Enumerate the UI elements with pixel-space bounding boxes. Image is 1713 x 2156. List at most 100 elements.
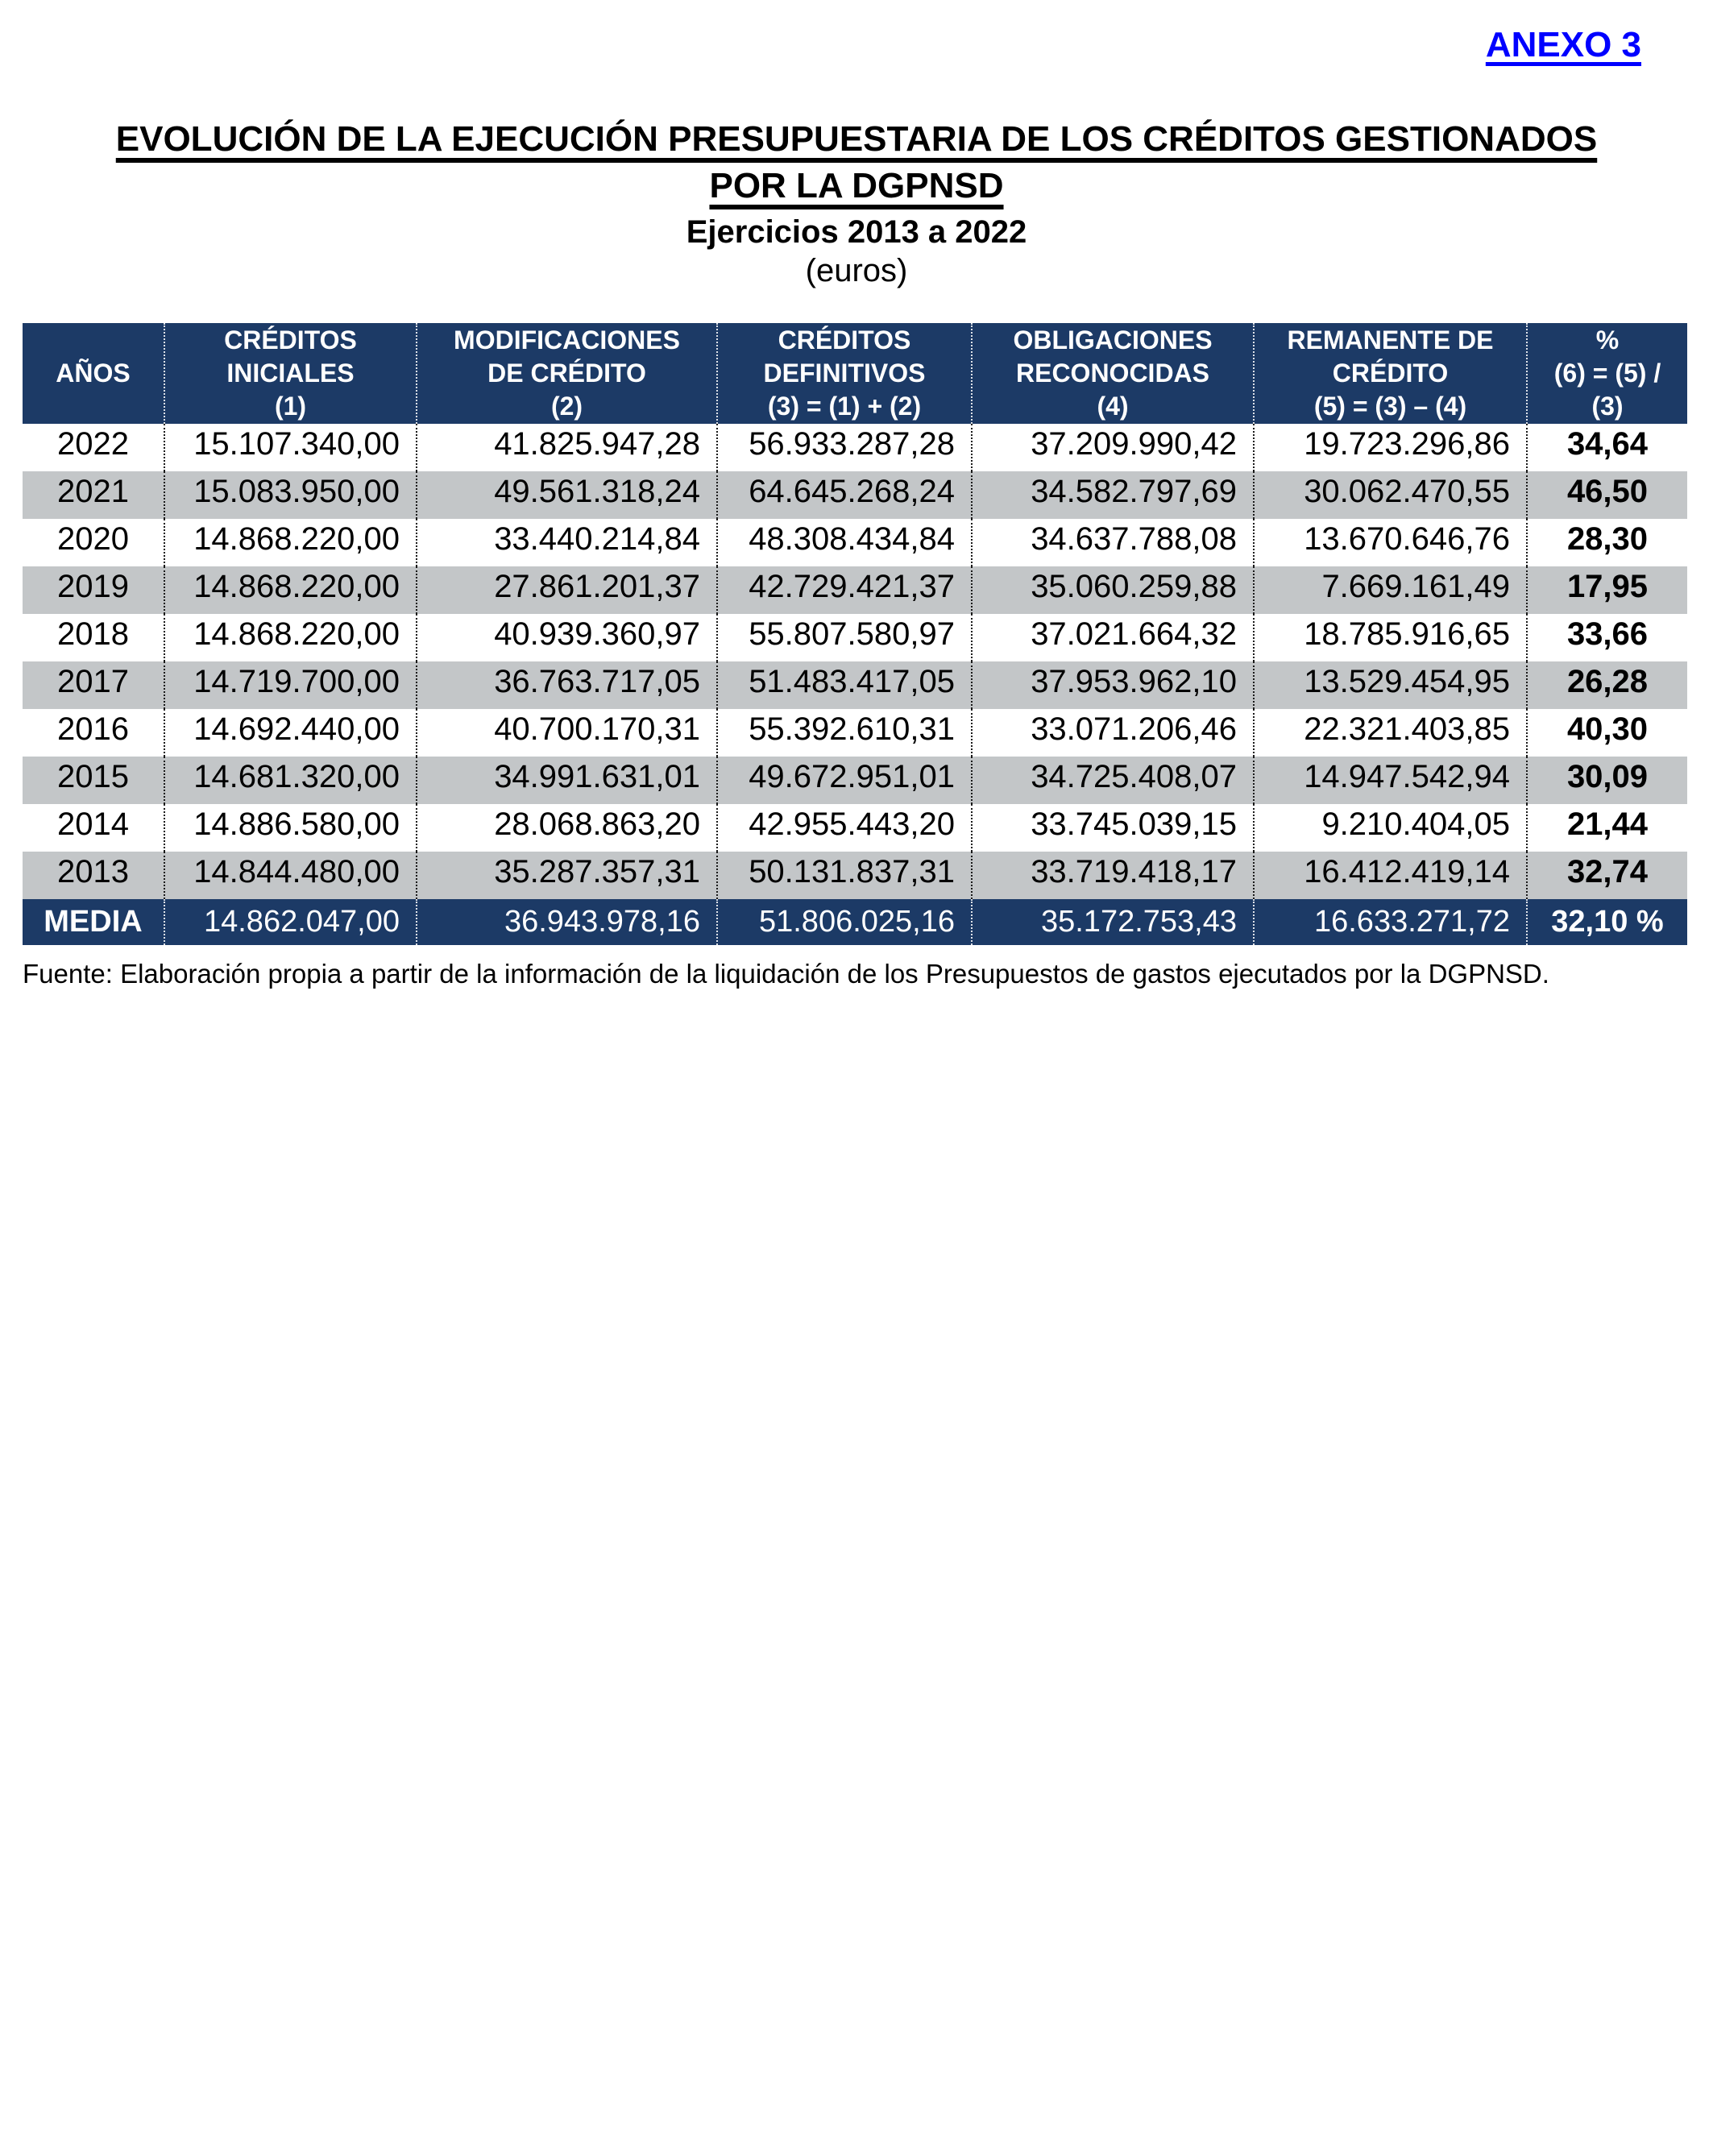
column-header-line: REMANENTE DE	[1287, 325, 1494, 354]
year-cell: 2019	[57, 569, 129, 604]
amount-cell: 14.692.440,00	[164, 709, 417, 757]
column-header-line: INICIALES	[226, 359, 355, 388]
amount-cell: 40.700.170,31	[416, 709, 717, 757]
amount-cell: 16.412.419,14	[1253, 852, 1527, 899]
amount-cell: 35.060.259,88	[971, 566, 1254, 614]
amount-cell: 48.308.434,84	[716, 519, 972, 566]
amount-cell: 13.670.646,76	[1253, 519, 1527, 566]
column-header: REMANENTE DE CRÉDITO (5) = (3) – (4)	[1253, 323, 1527, 424]
amount-cell: 33.440.214,84	[416, 519, 717, 566]
amount-cell: 14.681.320,00	[164, 757, 417, 804]
percent-cell: 21,44	[1526, 804, 1687, 852]
amount-cell: 7.669.161,49	[1253, 566, 1527, 614]
table-row: 2022 15.107.340,00 41.825.947,28 56.933.287…	[23, 424, 1687, 471]
amount-cell: 56.933.287,28	[716, 424, 972, 471]
year-cell: 2021	[57, 474, 129, 509]
amount-cell: 14.719.700,00	[164, 661, 417, 709]
amount-cell: 40.939.360,97	[416, 614, 717, 661]
table-row: 2015 14.681.320,00 34.991.631,01 49.672.951…	[23, 757, 1687, 804]
column-header-line: (6) = (5) /	[1553, 359, 1661, 388]
amount-cell: 33.071.206,46	[971, 709, 1254, 757]
amount-cell: 19.723.296,86	[1253, 424, 1527, 471]
amount-cell: 15.107.340,00	[164, 424, 417, 471]
title-block: EVOLUCIÓN DE LA EJECUCIÓN PRESUPUESTARIA…	[0, 116, 1713, 290]
column-header-line: %	[1595, 325, 1620, 354]
amount-cell: 36.763.717,05	[416, 661, 717, 709]
amount-cell: 34.991.631,01	[416, 757, 717, 804]
header-row: AÑOS CRÉDITOS INICIALES (1) MODIFICACIONES DE…	[23, 323, 1687, 424]
amount-cell: 18.785.916,65	[1253, 614, 1527, 661]
amount-cell: 49.561.318,24	[416, 471, 717, 519]
column-header: CRÉDITOS INICIALES (1)	[164, 323, 417, 424]
column-header-line: (5) = (3) – (4)	[1313, 392, 1467, 421]
year-cell: 2013	[57, 854, 129, 889]
media-percent-cell: 32,10 %	[1526, 899, 1687, 945]
table-row: 2013 14.844.480,00 35.287.357,31 50.131.837…	[23, 852, 1687, 899]
page-title-text-2: POR LA DGPNSD	[709, 166, 1004, 205]
percent-cell: 34,64	[1526, 424, 1687, 471]
amount-cell: 33.745.039,15	[971, 804, 1254, 852]
amount-cell: 14.868.220,00	[164, 566, 417, 614]
amount-cell: 9.210.404,05	[1253, 804, 1527, 852]
amount-cell: 14.844.480,00	[164, 852, 417, 899]
media-row: MEDIA 14.862.047,00 36.943.978,16 51.806.02…	[23, 899, 1687, 945]
percent-cell: 33,66	[1526, 614, 1687, 661]
column-header: OBLIGACIONES RECONOCIDAS (4)	[971, 323, 1254, 424]
year-cell: 2018	[57, 616, 129, 652]
year-cell: 2017	[57, 664, 129, 699]
amount-cell: 55.807.580,97	[716, 614, 972, 661]
column-header: % (6) = (5) / (3)	[1526, 323, 1687, 424]
column-header-line: (3)	[1591, 392, 1624, 421]
amount-cell: 13.529.454,95	[1253, 661, 1527, 709]
page-title-line-2: POR LA DGPNSD	[0, 163, 1713, 209]
media-amount-cell: 16.633.271,72	[1253, 899, 1527, 945]
table-body: 2022 15.107.340,00 41.825.947,28 56.933.287…	[23, 424, 1687, 899]
year-cell: 2020	[57, 521, 129, 557]
column-header: CRÉDITOS DEFINITIVOS (3) = (1) + (2)	[716, 323, 972, 424]
table-row: 2021 15.083.950,00 49.561.318,24 64.645.268…	[23, 471, 1687, 519]
column-header-line: (3) = (1) + (2)	[767, 392, 922, 421]
amount-cell: 37.021.664,32	[971, 614, 1254, 661]
amount-cell: 55.392.610,31	[716, 709, 972, 757]
annex-row: ANEXO 3	[0, 0, 1713, 74]
table-row: 2019 14.868.220,00 27.861.201,37 42.729.421…	[23, 566, 1687, 614]
amount-cell: 22.321.403,85	[1253, 709, 1527, 757]
amount-cell: 28.068.863,20	[416, 804, 717, 852]
column-header-line: MODIFICACIONES	[454, 325, 680, 354]
amount-cell: 27.861.201,37	[416, 566, 717, 614]
amount-cell: 15.083.950,00	[164, 471, 417, 519]
amount-cell: 14.868.220,00	[164, 519, 417, 566]
amount-cell: 34.725.408,07	[971, 757, 1254, 804]
amount-cell: 51.483.417,05	[716, 661, 972, 709]
percent-cell: 30,09	[1526, 757, 1687, 804]
page-subtitle: Ejercicios 2013 a 2022	[686, 214, 1027, 250]
page-title-line-1: EVOLUCIÓN DE LA EJECUCIÓN PRESUPUESTARIA…	[0, 116, 1713, 163]
year-cell: 2022	[57, 426, 129, 462]
column-header-line: DEFINITIVOS	[763, 359, 926, 388]
table-row: 2018 14.868.220,00 40.939.360,97 55.807.580…	[23, 614, 1687, 661]
table-footer: MEDIA 14.862.047,00 36.943.978,16 51.806.02…	[23, 899, 1687, 945]
column-header-line: (2)	[550, 392, 583, 421]
amount-cell: 49.672.951,01	[716, 757, 972, 804]
column-header-line: CRÉDITOS	[224, 325, 357, 354]
percent-cell: 46,50	[1526, 471, 1687, 519]
page-title-text-1: EVOLUCIÓN DE LA EJECUCIÓN PRESUPUESTARIA…	[115, 119, 1598, 159]
amount-cell: 42.729.421,37	[716, 566, 972, 614]
amount-cell: 37.953.962,10	[971, 661, 1254, 709]
percent-cell: 26,28	[1526, 661, 1687, 709]
percent-cell: 28,30	[1526, 519, 1687, 566]
amount-cell: 50.131.837,31	[716, 852, 972, 899]
budget-execution-table: AÑOS CRÉDITOS INICIALES (1) MODIFICACIONES DE…	[23, 323, 1687, 945]
currency-unit-label: (euros)	[805, 253, 908, 288]
column-header-line: (1)	[274, 392, 307, 421]
amount-cell: 33.719.418,17	[971, 852, 1254, 899]
annex-label: ANEXO 3	[1485, 25, 1641, 64]
percent-cell: 32,74	[1526, 852, 1687, 899]
column-header: MODIFICACIONES DE CRÉDITO (2)	[416, 323, 717, 424]
amount-cell: 14.947.542,94	[1253, 757, 1527, 804]
amount-cell: 35.287.357,31	[416, 852, 717, 899]
column-header-line: OBLIGACIONES	[1013, 325, 1213, 354]
table-row: 2014 14.886.580,00 28.068.863,20 42.955.443…	[23, 804, 1687, 852]
amount-cell: 14.886.580,00	[164, 804, 417, 852]
